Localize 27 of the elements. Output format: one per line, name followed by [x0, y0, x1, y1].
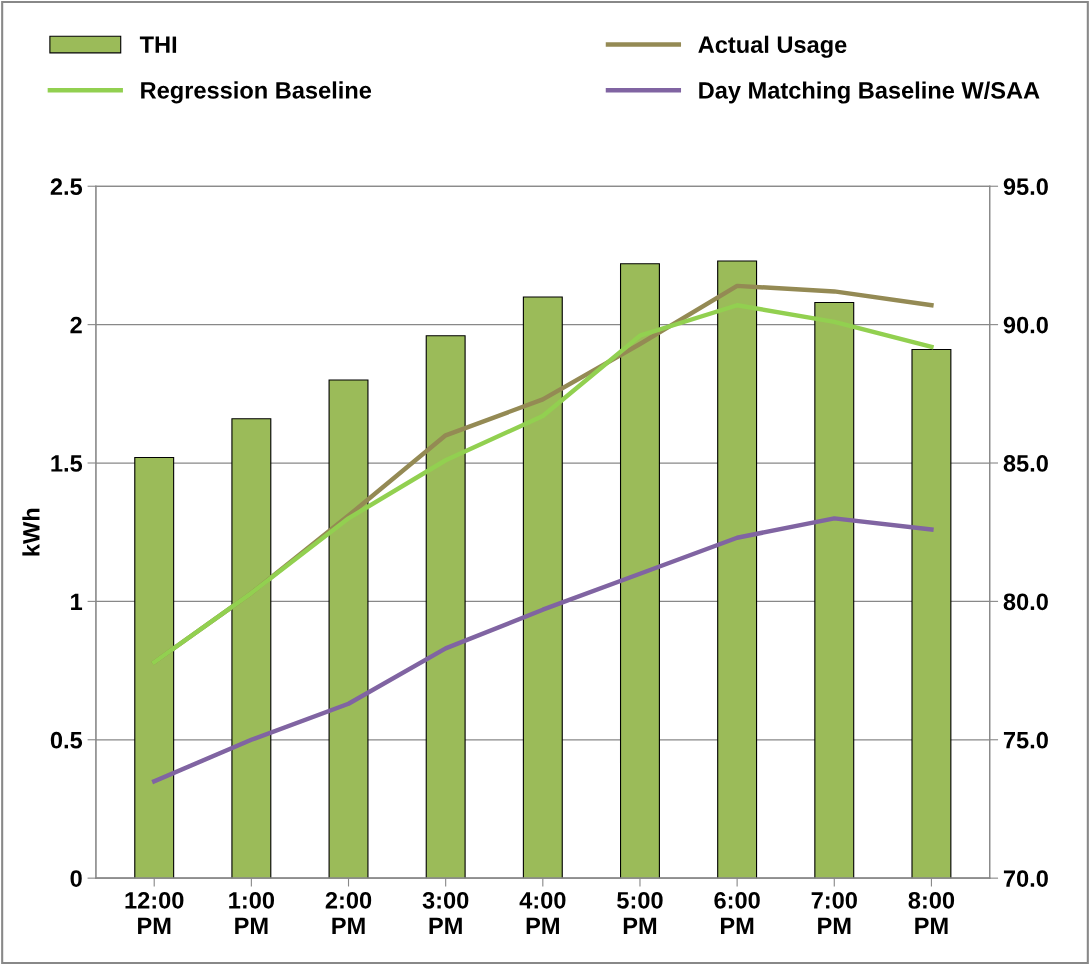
y2-tick-label: 70.0 — [1003, 870, 1048, 887]
x-tick-label: 1:00 PM — [229, 891, 275, 934]
x-tick-label: 3:00 PM — [422, 891, 469, 934]
x-tick-label: 2:00 PM — [325, 891, 372, 934]
y-tick-label: 1.5 — [51, 455, 83, 472]
x-tick-label: 12:00 PM — [125, 891, 184, 934]
x-tick-label: 5:00 PM — [617, 891, 663, 934]
x-tick-label: 7:00 PM — [811, 891, 857, 934]
y-tick-label: 2.5 — [50, 178, 83, 196]
legend-label: Day Matching Baseline W/SAA — [699, 81, 1040, 104]
y2-tick-label: 80.0 — [1003, 593, 1048, 611]
y2-tick-label: 95.0 — [1003, 178, 1048, 196]
line-series — [151, 516, 934, 784]
legend-label: THI — [139, 36, 177, 53]
y-tick-label: 1 — [71, 593, 83, 610]
y-tick-label: 0.5 — [50, 731, 83, 749]
y2-tick-label: 85.0 — [1003, 455, 1048, 472]
y2-tick-label: 75.0 — [1003, 731, 1048, 749]
legend-label: Regression Baseline — [141, 81, 372, 104]
x-tick-label: 6:00 PM — [714, 891, 760, 934]
x-tick-label: 8:00 PM — [908, 891, 955, 934]
y-axis-title: kWh — [22, 508, 40, 556]
y2-tick-label: 90.0 — [1003, 316, 1048, 334]
legend-label: Actual Usage — [698, 35, 847, 58]
y-tick-label: 0 — [70, 870, 82, 887]
x-tick-label: 4:00 PM — [519, 891, 566, 934]
y-tick-label: 2 — [70, 316, 82, 334]
